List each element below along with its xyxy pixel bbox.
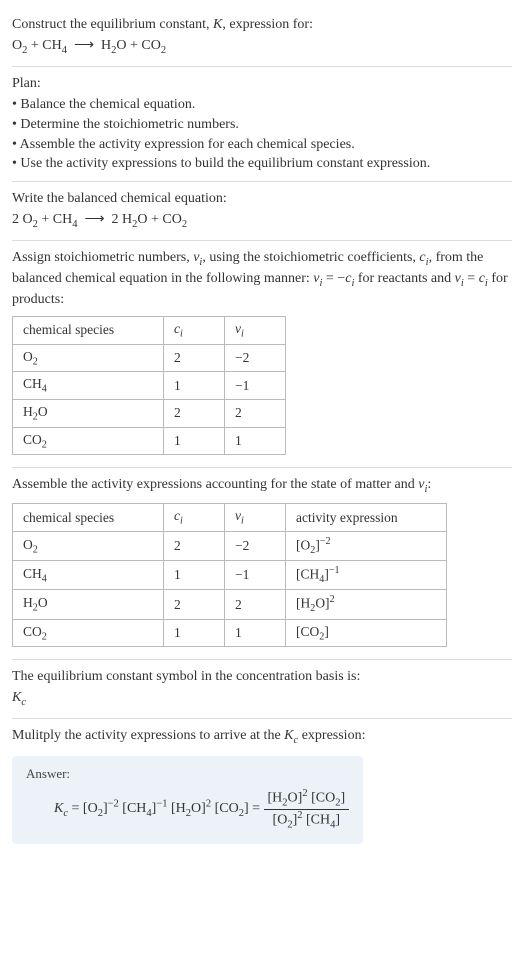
- table-cell: CH4: [13, 372, 164, 400]
- table-row: CH41−1: [13, 372, 286, 400]
- intro-section: Construct the equilibrium constant, K, e…: [12, 8, 512, 67]
- stoich-text: Assign stoichiometric numbers, νi, using…: [12, 249, 512, 310]
- table-cell: CO2: [13, 427, 164, 455]
- table-cell: 2: [164, 344, 225, 372]
- table-header-cell: ci: [164, 504, 225, 532]
- symbol-line2: Kc: [12, 689, 512, 710]
- symbol-line1: The equilibrium constant symbol in the c…: [12, 668, 512, 687]
- symbol-section: The equilibrium constant symbol in the c…: [12, 660, 512, 719]
- intro-equation: O2 + CH4 ⟶ H2O + CO2: [12, 37, 512, 58]
- stoich-section: Assign stoichiometric numbers, νi, using…: [12, 241, 512, 468]
- table-cell: CO2: [13, 619, 164, 647]
- table-header-cell: chemical species: [13, 504, 164, 532]
- table-row: H2O22: [13, 400, 286, 428]
- table-row: H2O22[H2O]2: [13, 590, 447, 619]
- intro-pre: Construct the equilibrium constant,: [12, 17, 213, 32]
- stoich-table: chemical speciesciνiO22−2CH41−1H2O22CO21…: [12, 316, 286, 455]
- balanced-section: Write the balanced chemical equation: 2 …: [12, 182, 512, 241]
- table-header-cell: νi: [225, 317, 286, 345]
- table-cell: −2: [225, 532, 286, 561]
- table-row: O22−2: [13, 344, 286, 372]
- answer-numerator: [H2O]2 [CO2]: [264, 788, 350, 809]
- table-cell: 2: [164, 590, 225, 619]
- table-header-row: chemical speciesciνiactivity expression: [13, 504, 447, 532]
- table-header-cell: ci: [164, 317, 225, 345]
- table-cell: O2: [13, 344, 164, 372]
- plan-bullet: • Determine the stoichiometric numbers.: [12, 116, 512, 135]
- table-cell: 1: [164, 427, 225, 455]
- plan-bullet: • Use the activity expressions to build …: [12, 155, 512, 174]
- table-cell: 1: [164, 619, 225, 647]
- balanced-equation: 2 O2 + CH4 ⟶ 2 H2O + CO2: [12, 211, 512, 232]
- table-cell: 1: [225, 427, 286, 455]
- table-cell: 2: [225, 590, 286, 619]
- table-cell: −1: [225, 561, 286, 590]
- table-cell: [H2O]2: [286, 590, 447, 619]
- table-cell: H2O: [13, 400, 164, 428]
- table-cell: [O2]−2: [286, 532, 447, 561]
- activity-section: Assemble the activity expressions accoun…: [12, 468, 512, 660]
- table-cell: [CH4]−1: [286, 561, 447, 590]
- multiply-section: Mulitply the activity expressions to arr…: [12, 719, 512, 850]
- table-cell: H2O: [13, 590, 164, 619]
- answer-lhs: Kc = [O2]−2 [CH4]−1 [H2O]2 [CO2] =: [54, 801, 264, 816]
- table-cell: 2: [164, 400, 225, 428]
- answer-expression: Kc = [O2]−2 [CH4]−1 [H2O]2 [CO2] = [H2O]…: [26, 788, 349, 830]
- intro-K: K: [213, 17, 222, 32]
- table-row: CO211[CO2]: [13, 619, 447, 647]
- answer-fraction: [H2O]2 [CO2][O2]2 [CH4]: [264, 788, 350, 830]
- table-header-cell: νi: [225, 504, 286, 532]
- table-cell: CH4: [13, 561, 164, 590]
- answer-denominator: [O2]2 [CH4]: [264, 810, 350, 830]
- answer-box: Answer: Kc = [O2]−2 [CH4]−1 [H2O]2 [CO2]…: [12, 756, 363, 844]
- table-cell: −1: [225, 372, 286, 400]
- table-cell: 1: [164, 561, 225, 590]
- table-header-cell: activity expression: [286, 504, 447, 532]
- table-cell: 2: [164, 532, 225, 561]
- table-cell: O2: [13, 532, 164, 561]
- table-cell: 1: [164, 372, 225, 400]
- table-cell: 2: [225, 400, 286, 428]
- plan-bullet: • Assemble the activity expression for e…: [12, 136, 512, 155]
- multiply-text: Mulitply the activity expressions to arr…: [12, 727, 512, 748]
- answer-label: Answer:: [26, 766, 349, 782]
- plan-section: Plan: • Balance the chemical equation.• …: [12, 67, 512, 182]
- balanced-heading: Write the balanced chemical equation:: [12, 190, 512, 209]
- activity-text: Assemble the activity expressions accoun…: [12, 476, 512, 497]
- intro-line: Construct the equilibrium constant, K, e…: [12, 16, 512, 35]
- table-header-row: chemical speciesciνi: [13, 317, 286, 345]
- table-cell: 1: [225, 619, 286, 647]
- table-row: CO211: [13, 427, 286, 455]
- table-row: O22−2[O2]−2: [13, 532, 447, 561]
- table-cell: [CO2]: [286, 619, 447, 647]
- intro-post: , expression for:: [222, 17, 313, 32]
- plan-bullet: • Balance the chemical equation.: [12, 96, 512, 115]
- table-row: CH41−1[CH4]−1: [13, 561, 447, 590]
- activity-table: chemical speciesciνiactivity expressionO…: [12, 503, 447, 647]
- table-cell: −2: [225, 344, 286, 372]
- plan-heading: Plan:: [12, 75, 512, 94]
- table-header-cell: chemical species: [13, 317, 164, 345]
- plan-bullets: • Balance the chemical equation.• Determ…: [12, 96, 512, 175]
